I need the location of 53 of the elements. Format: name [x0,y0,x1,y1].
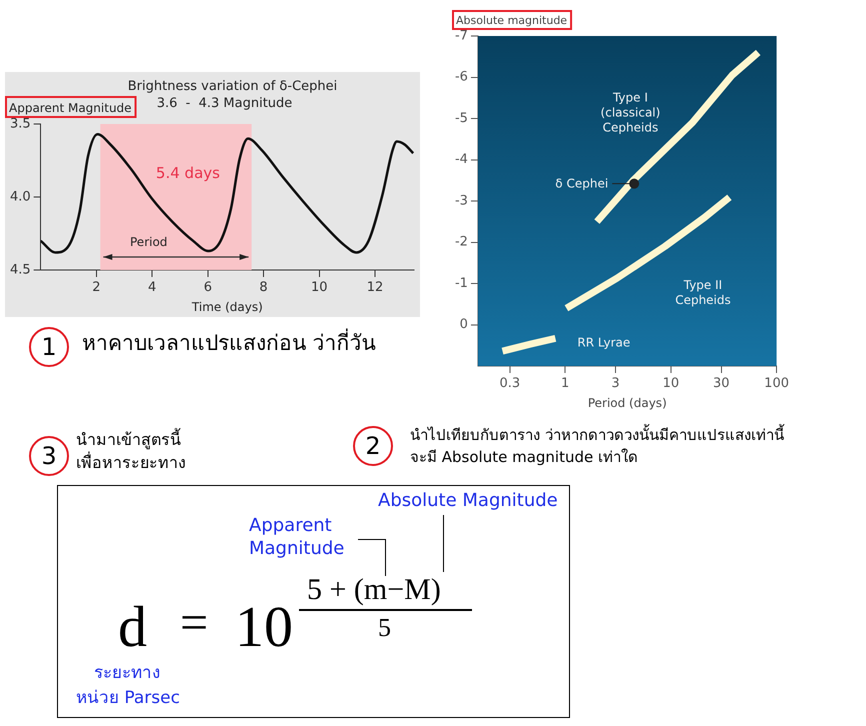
x-axis-title: Time (days) [190,300,263,314]
y-tick-label: 0 [460,317,468,332]
x-tick-label: 10 [662,376,680,392]
text: หาคาบเวลาแปรแสงก่อน ว่ากี่วัน [82,331,376,356]
y-tick-label: -4 [454,152,468,168]
series-label: RR Lyrae [577,335,630,350]
series-label: Type I (classical) Cepheids [600,90,660,135]
y-tick-label: -7 [454,28,468,44]
x-tick-label: 3 [611,376,620,392]
y-tick-label: -5 [454,110,468,126]
text: จะมี Absolute magnitude เท่าใด [410,448,638,466]
y-tick-label: 4.0 [10,189,31,204]
line-series [40,132,414,254]
x-tick-label: 8 [259,280,268,296]
text: 3 [29,436,69,476]
y-tick-label: -3 [454,193,468,208]
text: หน่วย Parsec [76,688,180,708]
x-tick-label: 10 [311,280,328,296]
text: 2 [353,426,393,466]
annotation: Period [130,235,168,249]
text: = [180,593,208,652]
x-tick-label: 2 [92,280,101,296]
text: Absolute Magnitude [378,490,558,512]
band-label: 5.4 days [156,164,220,182]
x-tick-label: 4 [148,280,156,296]
text: ระยะทาง [94,663,160,684]
y-axis-title: Absolute magnitude [456,14,568,27]
x-tick-label: 0.3 [499,376,520,392]
text: 1 [29,327,69,367]
text: Apparent Magnitude [249,514,346,560]
chart-title: Brightness variation of δ-Cephei [128,79,338,94]
chart-subtitle: 3.6 - 4.3 Magnitude [156,96,292,111]
x-tick-label: 1 [560,376,570,392]
x-axis-title: Period (days) [588,396,667,410]
y-axis-title: Apparent Magnitude [9,101,132,115]
text: d [118,593,147,661]
x-tick-label: 30 [713,376,730,392]
x-tick-label: 6 [204,280,212,296]
text: เพื่อหาระยะทาง [76,453,186,472]
x-tick-label: 100 [764,376,790,392]
y-tick-label: -1 [454,276,468,291]
y-tick-label: 4.5 [10,262,31,278]
text: 10 [235,593,293,661]
text: Type II Cepheids [675,278,731,307]
text: นำไปเทียบกับตาราง ว่าหากดาวดวงนั้นมีคาบแปรแสงเท่านี้ [410,426,784,444]
text: 5 + (m−M) [307,572,441,608]
legend-label: δ Cephei [555,176,608,191]
text: 5 [378,612,391,644]
text: นำมาเข้าสูตรนี้ [76,430,181,450]
y-tick-label: -6 [454,70,468,85]
y-tick-label: 3.5 [10,116,31,132]
y-tick-label: -2 [454,234,468,250]
x-tick-label: 12 [366,280,384,296]
